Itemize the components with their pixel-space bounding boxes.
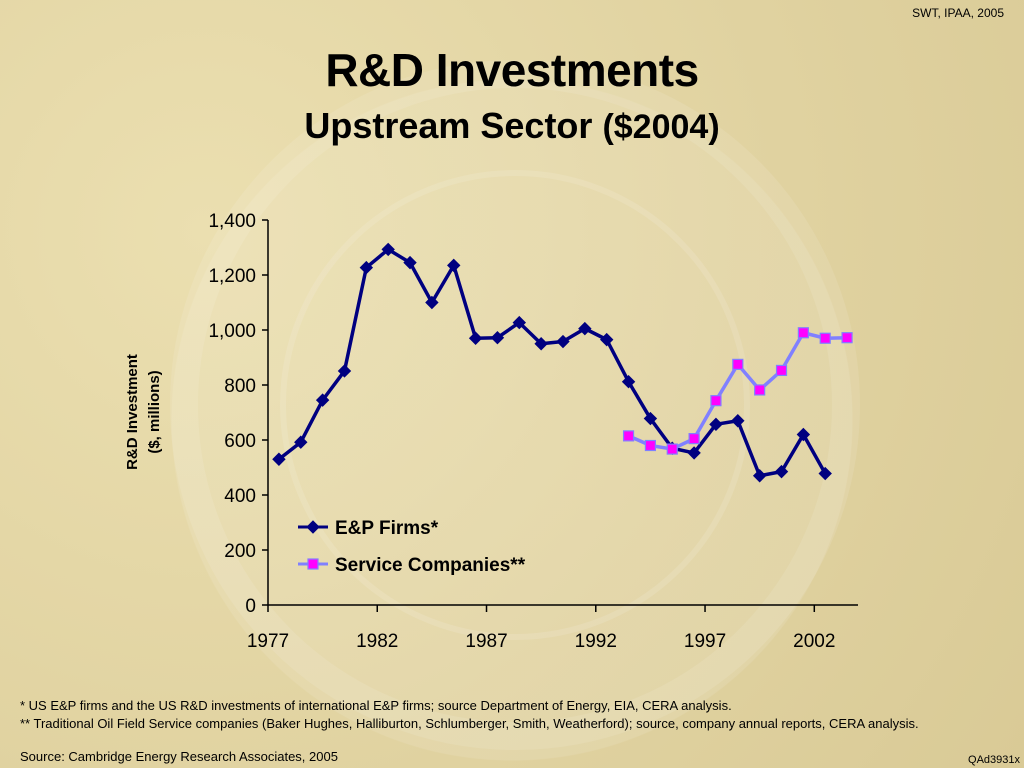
footnotes: * US E&P firms and the US R&D investment… [20,697,919,733]
y-axis-label: R&D Investment ($, millions) [124,354,163,470]
service-companies-point [644,439,657,452]
ep-firms-point [294,435,308,449]
ep-firms-point [447,258,461,273]
legend-label: Service Companies** [335,555,526,576]
ep-firms-point [687,446,701,460]
subtitle-unit: ($2004) [602,108,720,146]
service-companies-point [666,443,678,455]
x-tick-label: 1982 [356,631,398,652]
ep-firms-point [774,464,789,479]
watermark-seal-inner [280,170,750,640]
ep-firms-point [578,321,592,336]
ep-firms-point [272,452,286,466]
ep-firms-point [752,469,767,483]
y-tick-label: 1,400 [208,211,256,232]
source-note: Source: Cambridge Energy Research Associ… [20,749,338,764]
ep-firms-point [643,411,658,426]
service-companies-point [688,433,700,445]
service-companies-point [841,332,853,344]
ep-firms-point [818,466,832,481]
ep-firms-point [425,295,439,310]
ep-firms-point [468,331,483,345]
slide-subtitle: Upstream Sector ($2004) [0,104,1024,149]
ep-firms-point [556,334,570,349]
ep-firms-point [709,417,723,432]
subtitle-main: Upstream Sector [304,105,593,146]
service-companies-point [622,430,635,442]
y-tick-label: 200 [224,541,256,562]
ep-firms-point [534,337,548,351]
service-companies-point [819,332,831,344]
y-tick-label: 400 [224,486,256,507]
slide-title: R&D Investments [325,44,699,96]
slide-code: QAd3931x [968,754,1020,766]
service-companies-point [710,395,722,407]
ep-firms-point [337,364,352,378]
x-tick-label: 1997 [684,631,726,652]
ep-firms-point [731,414,745,428]
x-tick-label: 1987 [465,631,507,652]
footnote-1: * US E&P firms and the US R&D investment… [20,698,732,713]
x-tick-label: 2002 [793,631,835,652]
ep-firms-point [403,255,417,270]
y-tick-label: 1,000 [208,321,256,342]
service-companies-point [797,327,809,339]
y-axis-label-line: ($, millions) [146,370,163,453]
ep-firms-point [359,260,374,275]
y-tick-label: 800 [224,376,256,397]
y-tick-label: 0 [245,596,256,617]
service-companies-point [754,384,766,396]
y-tick-label: 1,200 [208,266,256,287]
ep-firms-point [796,427,811,442]
legend-marker [306,520,320,534]
footnote-2: ** Traditional Oil Field Service compani… [20,716,919,731]
ep-firms-point [512,315,527,330]
y-tick-label: 600 [224,431,256,452]
legend-marker [307,558,319,570]
y-axis-label-line: R&D Investment [124,354,141,470]
corner-note: SWT, IPAA, 2005 [912,6,1004,20]
ep-firms-point [621,374,636,389]
legend-label: E&P Firms* [335,518,439,539]
x-tick-label: 1992 [575,631,617,652]
service-companies-point [732,358,744,370]
ep-firms-point [599,332,614,347]
ep-firms-point [490,330,505,345]
ep-firms-point [381,242,395,257]
service-companies-point [775,364,788,377]
line-chart: 0 200 400 600 800 1,000 1,200 1,400 1977 1982 1987… [124,211,858,652]
ep-firms-point [315,393,330,407]
x-tick-label: 1977 [247,631,289,652]
